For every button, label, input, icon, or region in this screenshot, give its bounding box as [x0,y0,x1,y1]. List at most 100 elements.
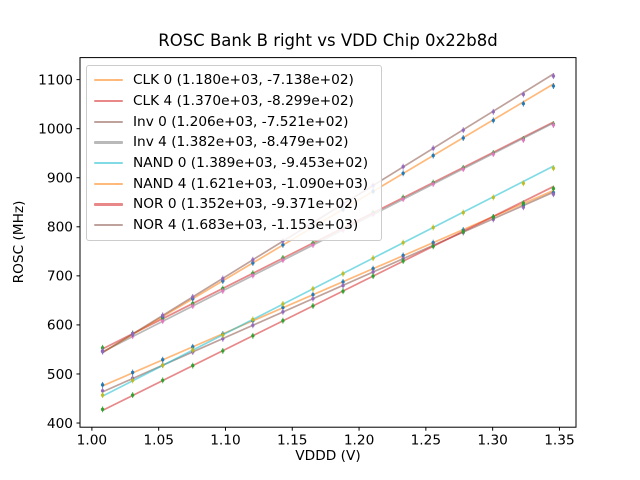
data-point-nor-4 [100,349,105,354]
data-point-nand-0 [521,181,526,185]
y-tick-label: 1100 [38,72,73,88]
x-tick-label: 1.10 [210,433,240,449]
data-point-nor-4 [551,74,556,78]
data-point-inv-0 [281,310,285,314]
legend-line-swatch [94,182,123,185]
x-tick-label: 1.30 [477,433,507,449]
data-point-inv-0 [551,192,556,196]
data-point-nor-0 [311,304,315,308]
data-point-inv-4 [461,167,465,171]
data-point-inv-4 [221,289,225,293]
data-point-nand-0 [130,378,135,383]
legend-line-swatch [94,141,123,144]
data-point-inv-0 [311,296,315,301]
data-point-nor-0 [431,244,435,248]
x-axis-label: VDDD (V) [295,448,361,464]
legend-label: CLK 4 (1.370e+03, -8.299e+02) [133,93,354,110]
data-point-inv-4 [160,319,165,323]
data-point-nor-0 [251,334,255,338]
data-point-nor-0 [191,363,195,368]
data-point-inv-4 [311,243,315,247]
x-tick-label: 1.05 [143,433,173,449]
legend-label: CLK 0 (1.180e+03, -7.138e+02) [133,72,354,89]
data-point-inv-4 [431,182,435,186]
data-point-nor-0 [221,349,225,353]
legend-label: NAND 4 (1.621e+03, -1.090e+03) [133,175,369,192]
x-tick-label: 1.00 [77,433,107,449]
data-point-nor-0 [130,393,135,397]
fit-line-nor-0 [101,185,555,412]
legend-line-swatch [94,79,123,82]
data-point-nand-0 [281,302,285,306]
legend-line-swatch [94,162,123,165]
data-point-inv-4 [491,152,496,156]
data-point-inv-0 [371,270,375,274]
y-tick-label: 400 [47,416,73,432]
data-point-nand-4 [551,84,556,88]
chart-title: ROSC Bank B right vs VDD Chip 0x22b8d [158,31,498,50]
y-tick-label: 900 [47,171,73,187]
data-point-inv-0 [251,323,255,328]
data-point-nor-4 [160,313,165,317]
legend-row-nand-4: NAND 4 (1.621e+03, -1.090e+03) [87,173,381,194]
data-point-inv-0 [341,283,345,288]
legend-label: NOR 0 (1.352e+03, -9.371e+02) [133,196,359,213]
legend-row-inv-4: Inv 4 (1.382e+03, -8.479e+02) [87,132,381,153]
data-point-nor-0 [160,378,165,383]
data-point-nand-4 [491,118,496,123]
data-point-nand-0 [221,333,225,337]
legend-row-nand-0: NAND 0 (1.389e+03, -9.453e+02) [87,153,381,174]
data-point-nand-4 [431,153,435,158]
data-point-nand-0 [251,317,255,322]
data-point-nand-0 [311,287,315,291]
data-point-clk-0 [281,305,285,310]
data-point-nor-0 [341,289,345,293]
data-point-nor-4 [191,295,195,299]
data-point-clk-0 [371,266,375,271]
data-point-nor-4 [431,146,435,151]
y-tick-label: 500 [47,367,73,383]
data-point-nand-0 [551,166,556,170]
data-point-nand-4 [521,101,526,106]
data-point-nor-4 [130,331,135,336]
data-point-inv-0 [100,389,105,393]
data-point-nand-0 [491,195,496,200]
data-point-nor-0 [371,274,375,278]
data-point-clk-0 [341,280,345,284]
data-point-inv-0 [221,337,225,341]
data-point-clk-0 [191,345,195,349]
y-tick-label: 1000 [38,121,73,137]
data-point-clk-0 [160,357,165,362]
axes-spines [79,57,577,428]
y-tick-label: 600 [47,318,73,334]
x-tick-label: 1.25 [411,433,441,449]
x-tick-label: 1.35 [544,433,574,449]
legend: CLK 0 (1.180e+03, -7.138e+02) CLK 4 (1.37… [86,65,382,241]
data-point-nor-0 [100,407,105,412]
data-point-nor-0 [281,318,285,323]
data-point-nor-0 [401,259,405,263]
data-point-nor-4 [221,276,225,281]
data-point-nand-4 [281,243,285,247]
data-point-nor-4 [491,110,496,114]
legend-label: Inv 0 (1.206e+03, -7.521e+02) [133,113,349,130]
y-tick-label: 700 [47,269,73,285]
legend-label: NAND 0 (1.389e+03, -9.453e+02) [133,155,369,172]
legend-row-nor-4: NOR 4 (1.683e+03, -1.153e+03) [87,215,381,236]
legend-line-swatch [94,224,123,227]
data-point-clk-0 [100,383,105,387]
x-tick-label: 1.15 [277,433,307,449]
legend-label: Inv 4 (1.382e+03, -8.479e+02) [133,134,349,151]
legend-row-nor-0: NOR 0 (1.352e+03, -9.371e+02) [87,194,381,215]
legend-line-swatch [94,99,123,103]
data-point-inv-4 [551,123,556,127]
data-point-nand-4 [401,171,405,175]
data-point-nor-0 [461,230,465,234]
legend-row-clk-4: CLK 4 (1.370e+03, -8.299e+02) [87,91,381,112]
data-point-nor-4 [251,258,255,262]
data-point-nor-0 [491,215,496,219]
data-point-inv-4 [401,197,405,201]
data-point-nor-0 [521,201,526,205]
data-point-nand-0 [341,271,345,276]
